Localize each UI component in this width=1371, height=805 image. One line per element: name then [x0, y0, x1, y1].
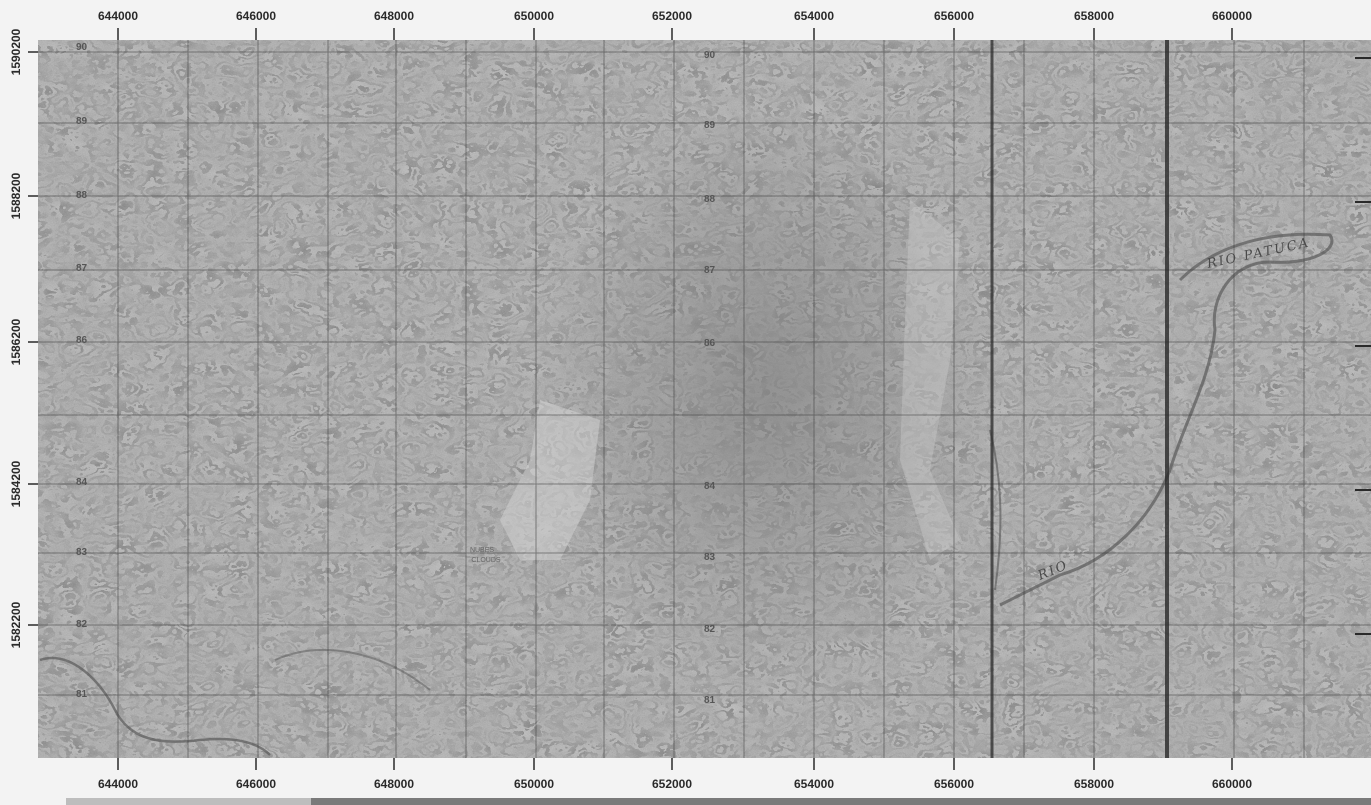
grid-number: 90	[76, 42, 88, 53]
grid-lines	[38, 40, 1371, 758]
grid-number: 82	[704, 624, 716, 635]
top-axis-labels: 644000 646000 648000 650000 652000 65400…	[98, 9, 1252, 23]
grid-number: 87	[76, 263, 88, 274]
grid-number: 81	[704, 695, 716, 706]
top-label: 646000	[236, 9, 276, 23]
grid-number: 88	[76, 190, 88, 201]
grid-number: 86	[76, 335, 88, 346]
bottom-label: 644000	[98, 777, 138, 791]
top-label: 654000	[794, 9, 834, 23]
left-label: 1582200	[9, 601, 23, 648]
grid-numbers-west: 90 89 88 87 86 84 83 82 81	[76, 42, 88, 700]
light-region-west	[500, 400, 600, 560]
river-sw	[39, 656, 271, 756]
left-label: 1588200	[9, 172, 23, 219]
grid-number: 84	[704, 481, 716, 492]
grid-number: 86	[704, 338, 716, 349]
grid-number: 89	[76, 116, 88, 127]
grid-number: 84	[76, 477, 88, 488]
left-label: 1586200	[9, 318, 23, 365]
light-region-east	[900, 200, 960, 560]
place-label-clouds: NUBES CLOUDS	[470, 547, 501, 564]
left-axis-labels: 1590200 1588200 1586200 1584200 1582200	[9, 28, 23, 648]
axis-ticks	[28, 28, 1233, 770]
bottom-label: 656000	[934, 777, 974, 791]
grid-number: 88	[704, 194, 716, 205]
bottom-label: 652000	[652, 777, 692, 791]
bottom-strip	[66, 798, 311, 805]
place-label: CLOUDS	[471, 557, 501, 564]
left-label: 1584200	[9, 460, 23, 507]
top-label: 644000	[98, 9, 138, 23]
stream-2	[274, 649, 431, 691]
right-edge-ticks	[1355, 57, 1371, 635]
grid-number: 83	[704, 552, 716, 563]
bottom-label: 660000	[1212, 777, 1252, 791]
bottom-label: 648000	[374, 777, 414, 791]
grid-number: 81	[76, 689, 88, 700]
place-label: NUBES	[470, 547, 494, 554]
bottom-axis-labels: 644000 646000 648000 650000 652000 65400…	[98, 777, 1252, 791]
bottom-label: 650000	[514, 777, 554, 791]
grid-number: 90	[704, 50, 716, 61]
top-label: 658000	[1074, 9, 1114, 23]
top-label: 652000	[652, 9, 692, 23]
bottom-label: 646000	[236, 777, 276, 791]
grid-number: 89	[704, 120, 716, 131]
top-label: 660000	[1212, 9, 1252, 23]
heavy-grid-lines	[990, 40, 1169, 758]
bottom-label: 654000	[794, 777, 834, 791]
river-patuca	[999, 232, 1334, 607]
grid-number: 87	[704, 265, 716, 276]
left-label: 1590200	[9, 28, 23, 75]
grid-number: 83	[76, 547, 88, 558]
grid-number: 82	[76, 619, 88, 630]
bottom-strip-dark	[311, 798, 1371, 805]
grid-numbers-mid: 90 89 88 87 86 84 83 82 81	[704, 50, 716, 706]
top-label: 650000	[514, 9, 554, 23]
bottom-label: 658000	[1074, 777, 1114, 791]
top-label: 648000	[374, 9, 414, 23]
top-label: 656000	[934, 9, 974, 23]
